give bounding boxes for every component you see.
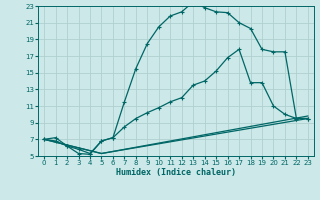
X-axis label: Humidex (Indice chaleur): Humidex (Indice chaleur): [116, 168, 236, 177]
